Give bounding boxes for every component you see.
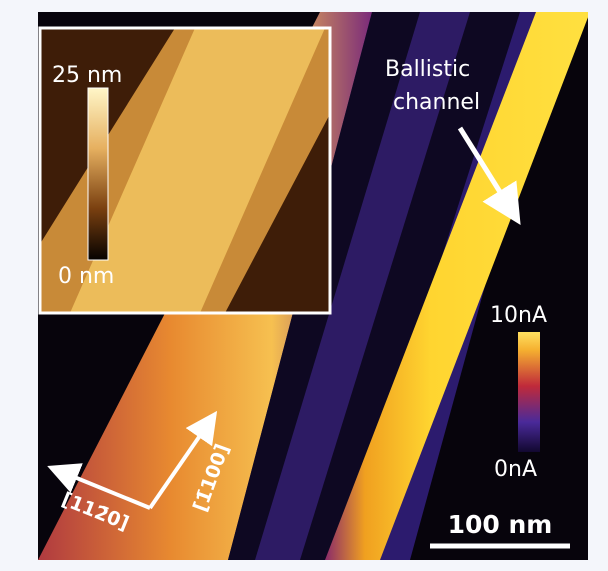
colorbar-min: 0nA [494,457,537,482]
colorbar-max: 10nA [490,303,547,328]
inset-colorbar-max: 25 nm [52,63,122,88]
annotation-line: Ballistic [385,57,470,82]
inset-colorbar-min: 0 nm [58,264,114,289]
inset: 25 nm 0 nm [30,28,340,313]
figure: 25 nm 0 nm Ballistic channel 10nA 0nA [1… [0,0,608,571]
scale-bar-label: 100 nm [448,510,553,539]
annotation-line: channel [393,90,480,115]
colorbar [518,332,540,452]
